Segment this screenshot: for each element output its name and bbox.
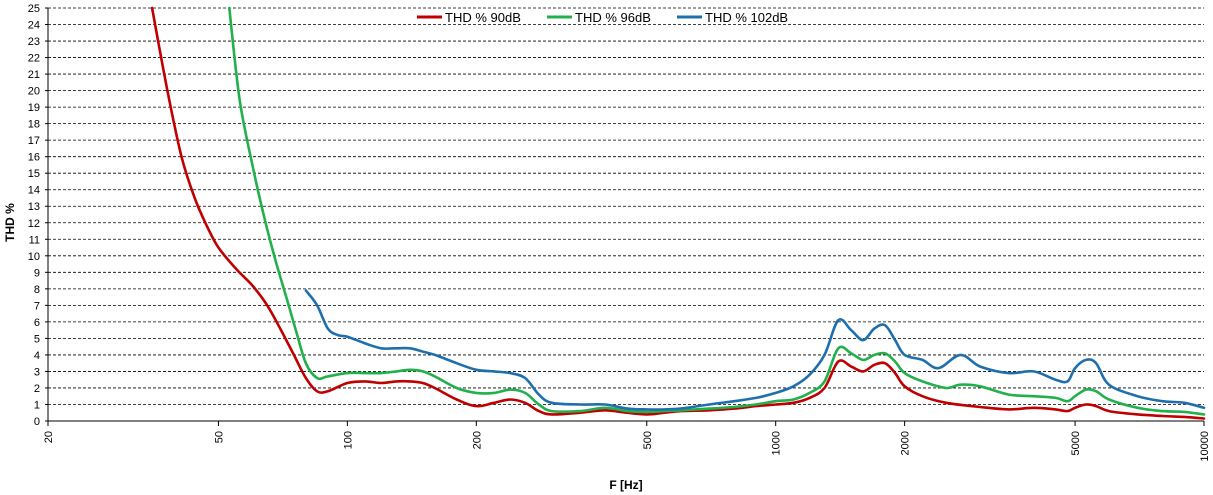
series-line-2 — [228, 6, 1206, 416]
axes — [47, 8, 1204, 422]
y-tick-label-3: 3 — [34, 366, 40, 378]
y-tick-label-23: 23 — [28, 36, 40, 48]
x-tick-label-20: 20 — [43, 431, 55, 443]
y-tick-label-12: 12 — [28, 218, 40, 230]
x-tick-label-2000: 2000 — [900, 431, 912, 455]
y-tick-label-14: 14 — [28, 185, 40, 197]
x-tick-label-50: 50 — [213, 431, 225, 443]
x-tick-label-1000: 1000 — [771, 431, 783, 455]
legend-label-3: THD % 102dB — [705, 10, 788, 25]
y-tick-label-19: 19 — [28, 102, 40, 114]
y-tick-label-10: 10 — [28, 251, 40, 263]
x-tick-label-200: 200 — [471, 431, 483, 449]
y-tick-label-16: 16 — [28, 152, 40, 164]
legend: THD % 90dB THD % 96dB THD % 102dB — [417, 10, 788, 25]
y-tick-label-15: 15 — [28, 168, 40, 180]
series-lines — [150, 6, 1206, 420]
y-tick-label-6: 6 — [34, 317, 40, 329]
y-tick-label-9: 9 — [34, 267, 40, 279]
series-line-3 — [304, 289, 1206, 411]
series-line-1 — [150, 6, 1206, 420]
x-axis-title: F [Hz] — [609, 478, 642, 492]
y-tick-label-0: 0 — [34, 416, 40, 428]
grid-lines — [48, 7, 1204, 405]
y-tick-label-17: 17 — [28, 135, 40, 147]
legend-label-2: THD % 96dB — [575, 10, 651, 25]
y-tick-label-21: 21 — [28, 69, 40, 81]
y-tick-label-18: 18 — [28, 119, 40, 131]
y-axis-title: THD % — [3, 203, 17, 242]
y-tick-label-1: 1 — [34, 399, 40, 411]
y-tick-label-5: 5 — [34, 333, 40, 345]
legend-label-1: THD % 90dB — [445, 10, 521, 25]
y-tick-label-4: 4 — [34, 350, 40, 362]
x-tick-label-500: 500 — [642, 431, 654, 449]
y-tick-label-8: 8 — [34, 284, 40, 296]
y-axis-ticks: 0123456789101112131415161718192021222324… — [28, 3, 48, 428]
x-tick-label-10000: 10000 — [1199, 431, 1211, 462]
y-tick-label-2: 2 — [34, 383, 40, 395]
x-axis-ticks: 20 50 100 200 500 1000 2000 5000 10000 — [43, 421, 1211, 462]
x-tick-label-5000: 5000 — [1070, 431, 1082, 455]
y-tick-label-11: 11 — [29, 234, 40, 246]
x-tick-label-100: 100 — [342, 431, 354, 449]
y-tick-label-20: 20 — [28, 86, 40, 98]
y-tick-label-13: 13 — [28, 201, 40, 213]
y-tick-label-24: 24 — [28, 20, 40, 32]
y-tick-label-7: 7 — [34, 300, 40, 312]
y-tick-label-25: 25 — [28, 3, 40, 15]
y-tick-label-22: 22 — [28, 53, 40, 65]
